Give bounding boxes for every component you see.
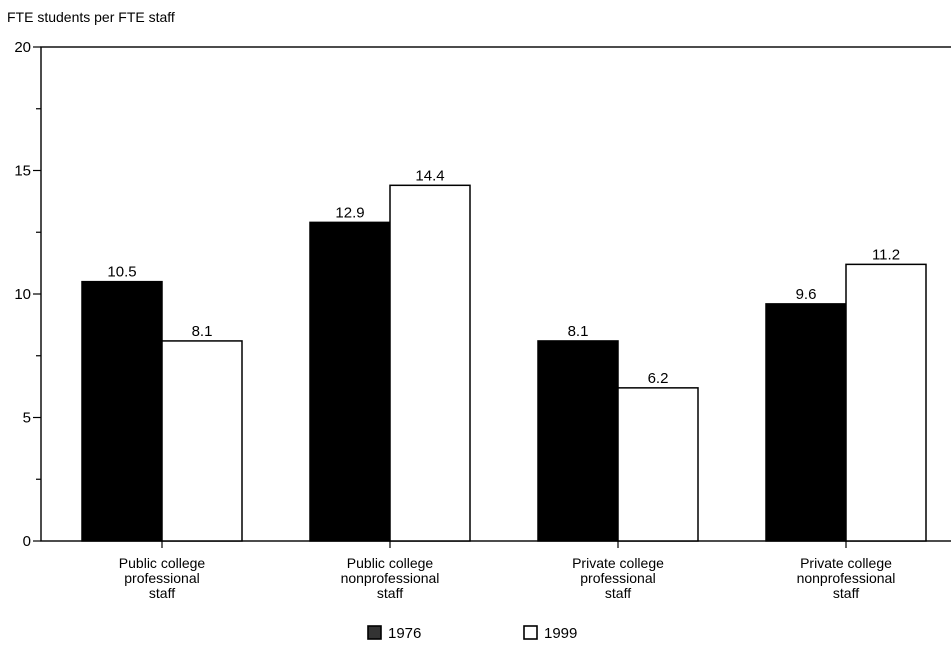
- x-tick-label: nonprofessional: [341, 570, 440, 586]
- bar-1999: [617, 387, 699, 542]
- bar-1976: [309, 221, 391, 542]
- legend-swatch-1999: [523, 625, 538, 640]
- x-tick-label: staff: [605, 585, 631, 601]
- y-tick-label: 15: [14, 163, 31, 180]
- legend-label: 1999: [544, 625, 577, 642]
- data-label: 11.2: [872, 246, 900, 263]
- data-label: 6.2: [648, 370, 669, 387]
- data-label: 8.1: [568, 323, 589, 340]
- y-tick-label: 0: [23, 533, 31, 550]
- data-label: 12.9: [335, 204, 364, 221]
- y-tick-label: 20: [14, 39, 31, 56]
- x-tick-label: professional: [580, 570, 656, 586]
- bar-1976: [81, 280, 163, 542]
- bar-1976: [537, 340, 619, 542]
- x-tick-label: Private college: [800, 555, 892, 571]
- bar-1999: [161, 340, 243, 542]
- y-tick-label: 5: [23, 410, 31, 427]
- x-tick-label: staff: [149, 585, 175, 601]
- x-tick-label: Public college: [119, 555, 206, 571]
- x-tick-label: staff: [833, 585, 859, 601]
- y-axis-label: FTE students per FTE staff: [7, 9, 175, 25]
- bar-1976: [765, 303, 847, 542]
- x-tick-label: professional: [124, 570, 200, 586]
- x-tick-label: nonprofessional: [797, 570, 896, 586]
- data-label: 10.5: [107, 264, 136, 281]
- legend-swatch-1976: [367, 625, 382, 640]
- data-label: 14.4: [415, 167, 444, 184]
- bar-1999: [845, 263, 927, 542]
- x-tick-label: staff: [377, 585, 403, 601]
- legend-label: 1976: [388, 625, 421, 642]
- x-tick-label: Public college: [347, 555, 434, 571]
- data-label: 9.6: [796, 286, 817, 303]
- y-tick-label: 10: [14, 286, 31, 303]
- bar-1999: [389, 184, 471, 542]
- x-tick-label: Private college: [572, 555, 664, 571]
- data-label: 8.1: [192, 323, 213, 340]
